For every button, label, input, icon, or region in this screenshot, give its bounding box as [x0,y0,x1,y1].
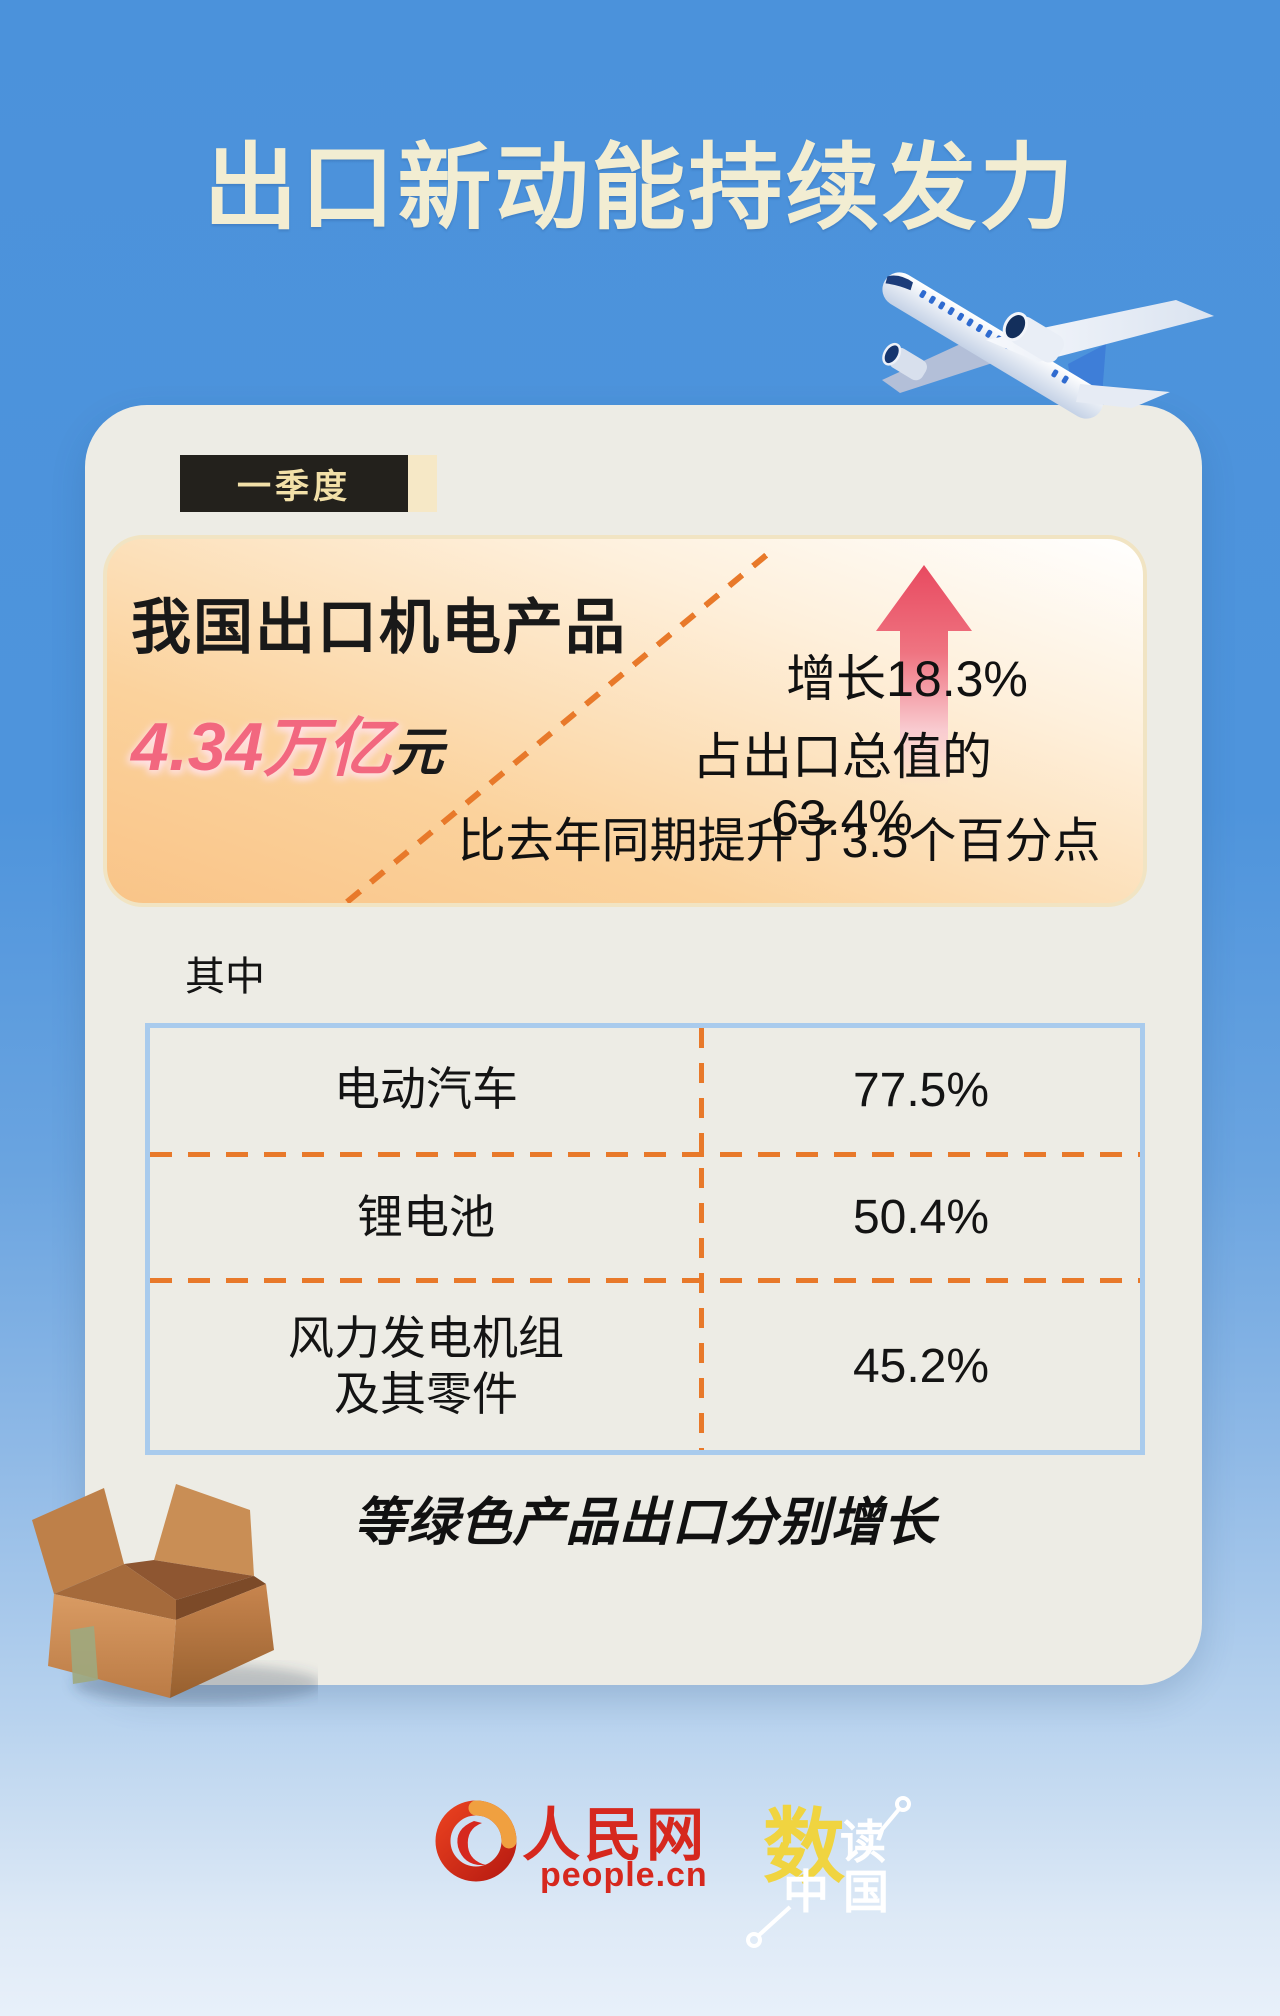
period-badge-label: 一季度 [237,468,351,506]
airplane-icon [882,272,1214,419]
row-label: 锂电池 [357,1190,495,1243]
subject-heading: 我国出口机电产品 [131,594,627,661]
table-footnote: 等绿色产品出口分别增长 [353,1494,937,1552]
circuit-decoration-icon [746,1796,911,1948]
table-row-divider [150,1278,1140,1283]
growth-text: 增长18.3% [786,651,1028,707]
page-title: 出口新动能持续发力 [203,135,1077,240]
near-engine [1002,312,1065,363]
row-label: 风力发电机组 及其零件 [288,1312,564,1420]
row-value: 50.4% [852,1191,990,1244]
program-logo-char-second: 读 [840,1816,886,1868]
amount-unit-small: 元 [391,724,444,782]
row-value: 45.2% [852,1340,990,1393]
amount-value: 4.34万亿元 [131,697,443,789]
amount-number: 4.34 [131,709,264,785]
row-value: 77.5% [852,1063,990,1117]
people-cn-logo-icon [435,1800,517,1882]
amount-unit-large: 万亿 [263,712,392,784]
fuselage [882,272,1104,419]
table-row: 风力发电机组 及其零件 45.2% [150,1283,1140,1450]
share-text: 占出口总值的63.4% [692,729,992,846]
table-vertical-divider [699,1028,704,1450]
table-row: 电动汽车 77.5% [150,1028,1140,1152]
breakdown-intro-label: 其中 [185,955,265,999]
table-row: 锂电池 50.4% [150,1157,1140,1278]
publisher-domain: people.cn [540,1856,708,1894]
program-logo-char-accent: 数 [763,1802,846,1893]
publisher-name: 人民网 [522,1803,709,1868]
period-badge: 一季度 [180,455,408,512]
far-engine [882,342,927,381]
breakdown-table: 电动汽车 77.5% 锂电池 50.4% 风力发电机组 及其零件 45.2% [145,1023,1145,1455]
program-logo-word-bottom: 中国 [783,1866,903,1918]
cardboard-box-icon [32,1484,318,1704]
row-label: 电动汽车 [334,1063,518,1116]
table-row-divider [150,1152,1140,1157]
comparison-text: 比去年同期提升了3.5个百分点 [457,815,1101,868]
highlight-panel: 我国出口机电产品 4.34万亿元 增长18.3% 占出口总值的63.4% 比去年… [103,535,1147,907]
tail-stabilizer [1076,384,1170,408]
